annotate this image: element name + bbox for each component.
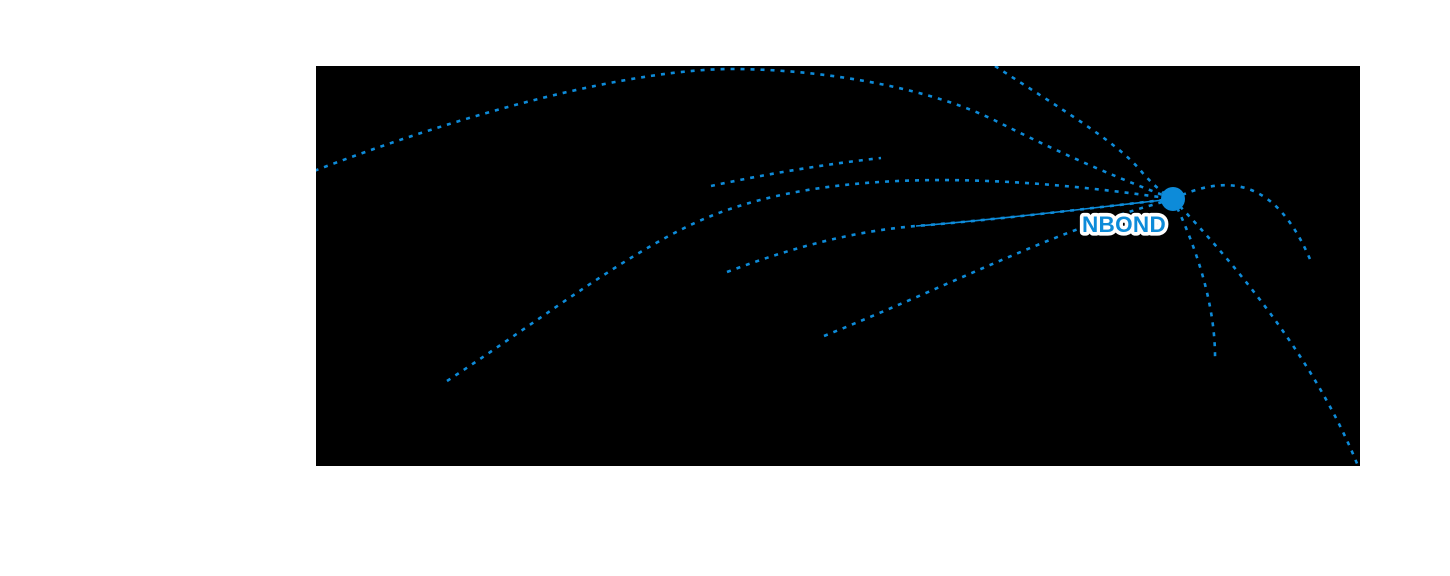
svg-text:NBOND: NBOND xyxy=(1082,212,1166,237)
